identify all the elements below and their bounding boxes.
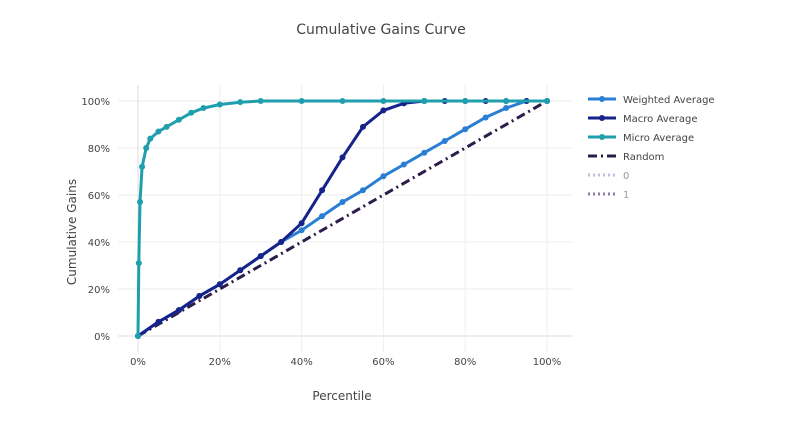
legend-marker: [599, 96, 605, 102]
y-tick-label: 60%: [88, 191, 110, 202]
plot-area: [135, 98, 550, 339]
y-tick-label: 80%: [88, 144, 110, 155]
legend[interactable]: Weighted Average Macro Average Micro Avera…: [588, 95, 715, 201]
y-tick-label: 20%: [88, 285, 110, 296]
data-point: [380, 98, 387, 104]
data-point: [257, 98, 264, 104]
legend-label: 1: [623, 190, 629, 201]
data-point: [216, 281, 223, 288]
data-point: [200, 105, 207, 112]
data-point: [503, 105, 510, 112]
data-point: [359, 187, 366, 194]
x-tick-label: 0%: [130, 357, 146, 368]
chart-title: Cumulative Gains Curve: [296, 22, 466, 38]
data-point: [339, 98, 346, 104]
data-point: [380, 107, 387, 114]
data-point: [421, 149, 428, 156]
data-point: [380, 173, 387, 180]
data-point: [147, 135, 154, 142]
data-point: [400, 161, 407, 168]
y-tick-label: 0%: [94, 332, 110, 343]
y-tick-label: 100%: [81, 97, 110, 108]
data-point: [257, 253, 264, 260]
data-point: [503, 98, 510, 104]
data-point: [544, 98, 550, 104]
data-point: [163, 123, 170, 130]
data-point: [139, 163, 146, 170]
data-point: [175, 307, 182, 314]
data-point: [143, 145, 150, 151]
legend-item[interactable]: 0: [588, 171, 629, 182]
data-point: [482, 114, 489, 121]
y-axis-title: Cumulative Gains: [65, 179, 79, 285]
legend-label: 0: [623, 171, 629, 182]
legend-label: Random: [623, 152, 664, 163]
data-point: [319, 213, 326, 220]
data-point: [359, 123, 366, 130]
data-point: [421, 98, 428, 104]
legend-item[interactable]: Random: [588, 152, 664, 163]
legend-marker: [599, 115, 605, 121]
data-point: [155, 128, 162, 135]
x-axis-title: Percentile: [312, 389, 371, 403]
legend-label: Weighted Average: [623, 95, 715, 106]
x-tick-label: 40%: [290, 357, 312, 368]
series-line-random: [137, 99, 548, 338]
data-point: [462, 126, 469, 133]
legend-label: Micro Average: [623, 133, 694, 144]
data-point: [298, 98, 305, 104]
data-point: [441, 137, 448, 144]
data-point: [188, 109, 195, 116]
data-point: [237, 99, 244, 106]
data-point: [155, 318, 162, 325]
x-tick-label: 20%: [209, 357, 231, 368]
x-tick-label: 80%: [454, 357, 476, 368]
data-point: [298, 227, 305, 234]
data-point: [339, 154, 346, 161]
axes: 0% 20% 40% 60% 80% 100% 0% 20% 40% 60% 80% 100%: [81, 97, 561, 368]
data-point: [175, 116, 182, 123]
data-point: [216, 101, 223, 108]
data-point: [319, 187, 326, 194]
x-tick-label: 60%: [372, 357, 394, 368]
legend-item[interactable]: Micro Average: [588, 133, 694, 144]
data-point: [135, 333, 141, 339]
data-point: [278, 239, 285, 245]
data-point: [135, 260, 142, 267]
data-point: [462, 98, 469, 104]
data-point: [137, 199, 144, 206]
data-point: [196, 293, 203, 300]
legend-marker: [599, 134, 605, 140]
legend-label: Macro Average: [623, 114, 698, 125]
data-point: [339, 199, 346, 206]
legend-item[interactable]: Weighted Average: [588, 95, 715, 106]
legend-item[interactable]: 1: [588, 190, 629, 201]
x-tick-label: 100%: [533, 357, 562, 368]
data-point: [237, 267, 244, 274]
y-tick-label: 40%: [88, 238, 110, 249]
data-point: [298, 220, 305, 227]
legend-item[interactable]: Macro Average: [588, 114, 698, 125]
